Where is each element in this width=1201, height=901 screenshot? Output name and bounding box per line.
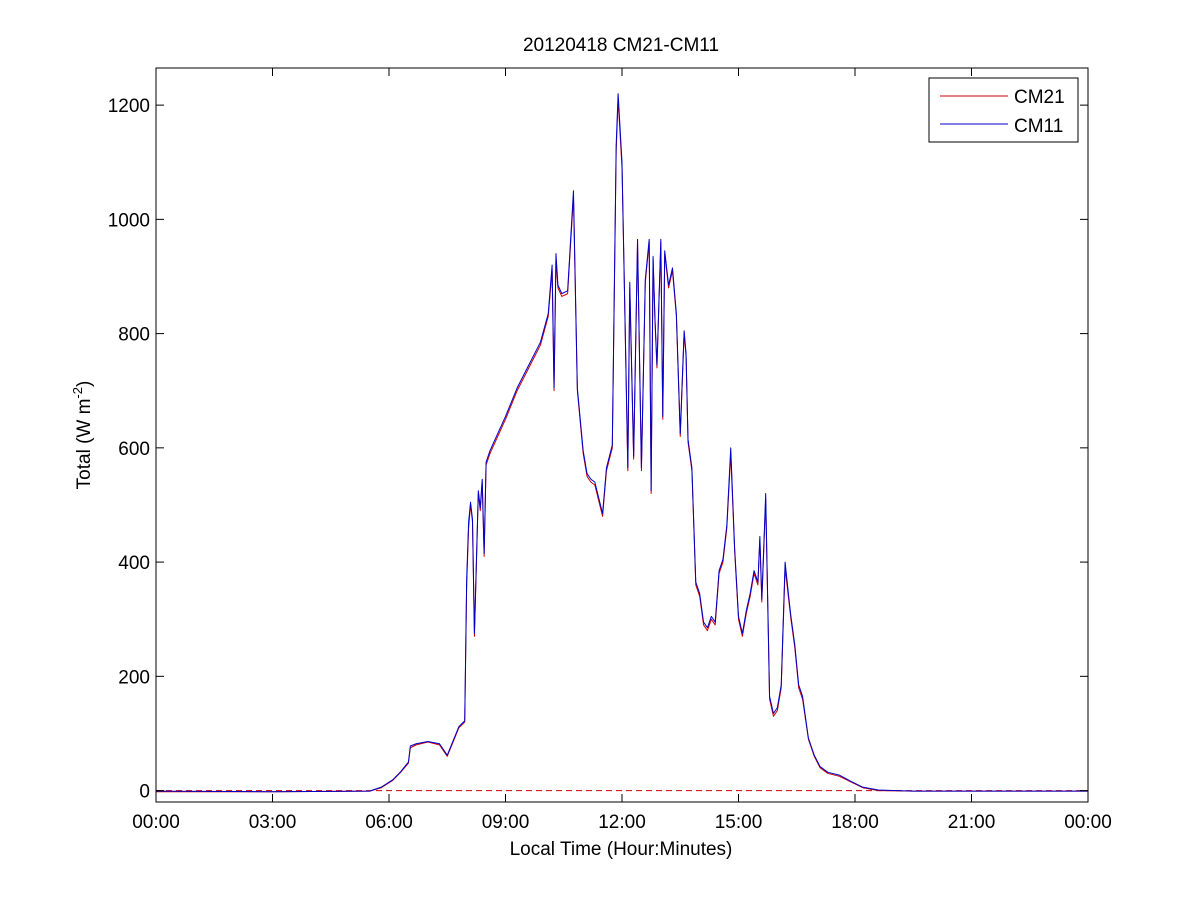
y-tick-label: 1000 [108, 210, 150, 231]
series-line-cm11 [156, 93, 1088, 793]
y-axis-title-superscript: -2 [70, 387, 85, 399]
x-tick-label: 03:00 [249, 812, 297, 833]
y-tick-label: 200 [118, 667, 150, 688]
legend-label-cm11: CM11 [1014, 116, 1063, 137]
legend-box [928, 77, 1079, 143]
y-axis-title-suffix: ) [74, 381, 95, 387]
plot-frame [155, 67, 1089, 803]
legend: CM21 CM11 [928, 77, 1079, 143]
x-tick-label: 21:00 [948, 812, 996, 833]
y-axis-title-main: Total (W m [74, 399, 95, 490]
chart-title: 20120418 CM21-CM11 [523, 35, 719, 56]
x-tick-label: 00:00 [132, 812, 180, 833]
y-tick-label: 400 [118, 553, 150, 574]
x-tick-label: 00:00 [1064, 812, 1112, 833]
x-tick-label: 15:00 [715, 812, 763, 833]
y-tick-label: 0 [139, 782, 150, 803]
x-axis-title: Local Time (Hour:Minutes) [510, 839, 733, 860]
plot-area [156, 93, 1088, 793]
y-tick-label: 800 [118, 325, 150, 346]
x-tick-label: 06:00 [365, 812, 413, 833]
x-tick-label: 12:00 [598, 812, 646, 833]
legend-label-cm21: CM21 [1014, 87, 1065, 108]
y-tick-label: 1200 [108, 96, 150, 117]
series-layer [156, 93, 1088, 793]
x-tick-label: 09:00 [482, 812, 530, 833]
y-tick-label: 600 [118, 439, 150, 460]
x-tick-label: 18:00 [831, 812, 879, 833]
tick-labels-layer: 00:00 03:00 06:00 09:00 12:00 15:00 18:00 21:00… [108, 96, 1112, 833]
y-axis-title: Total (W m-2) [70, 381, 95, 490]
